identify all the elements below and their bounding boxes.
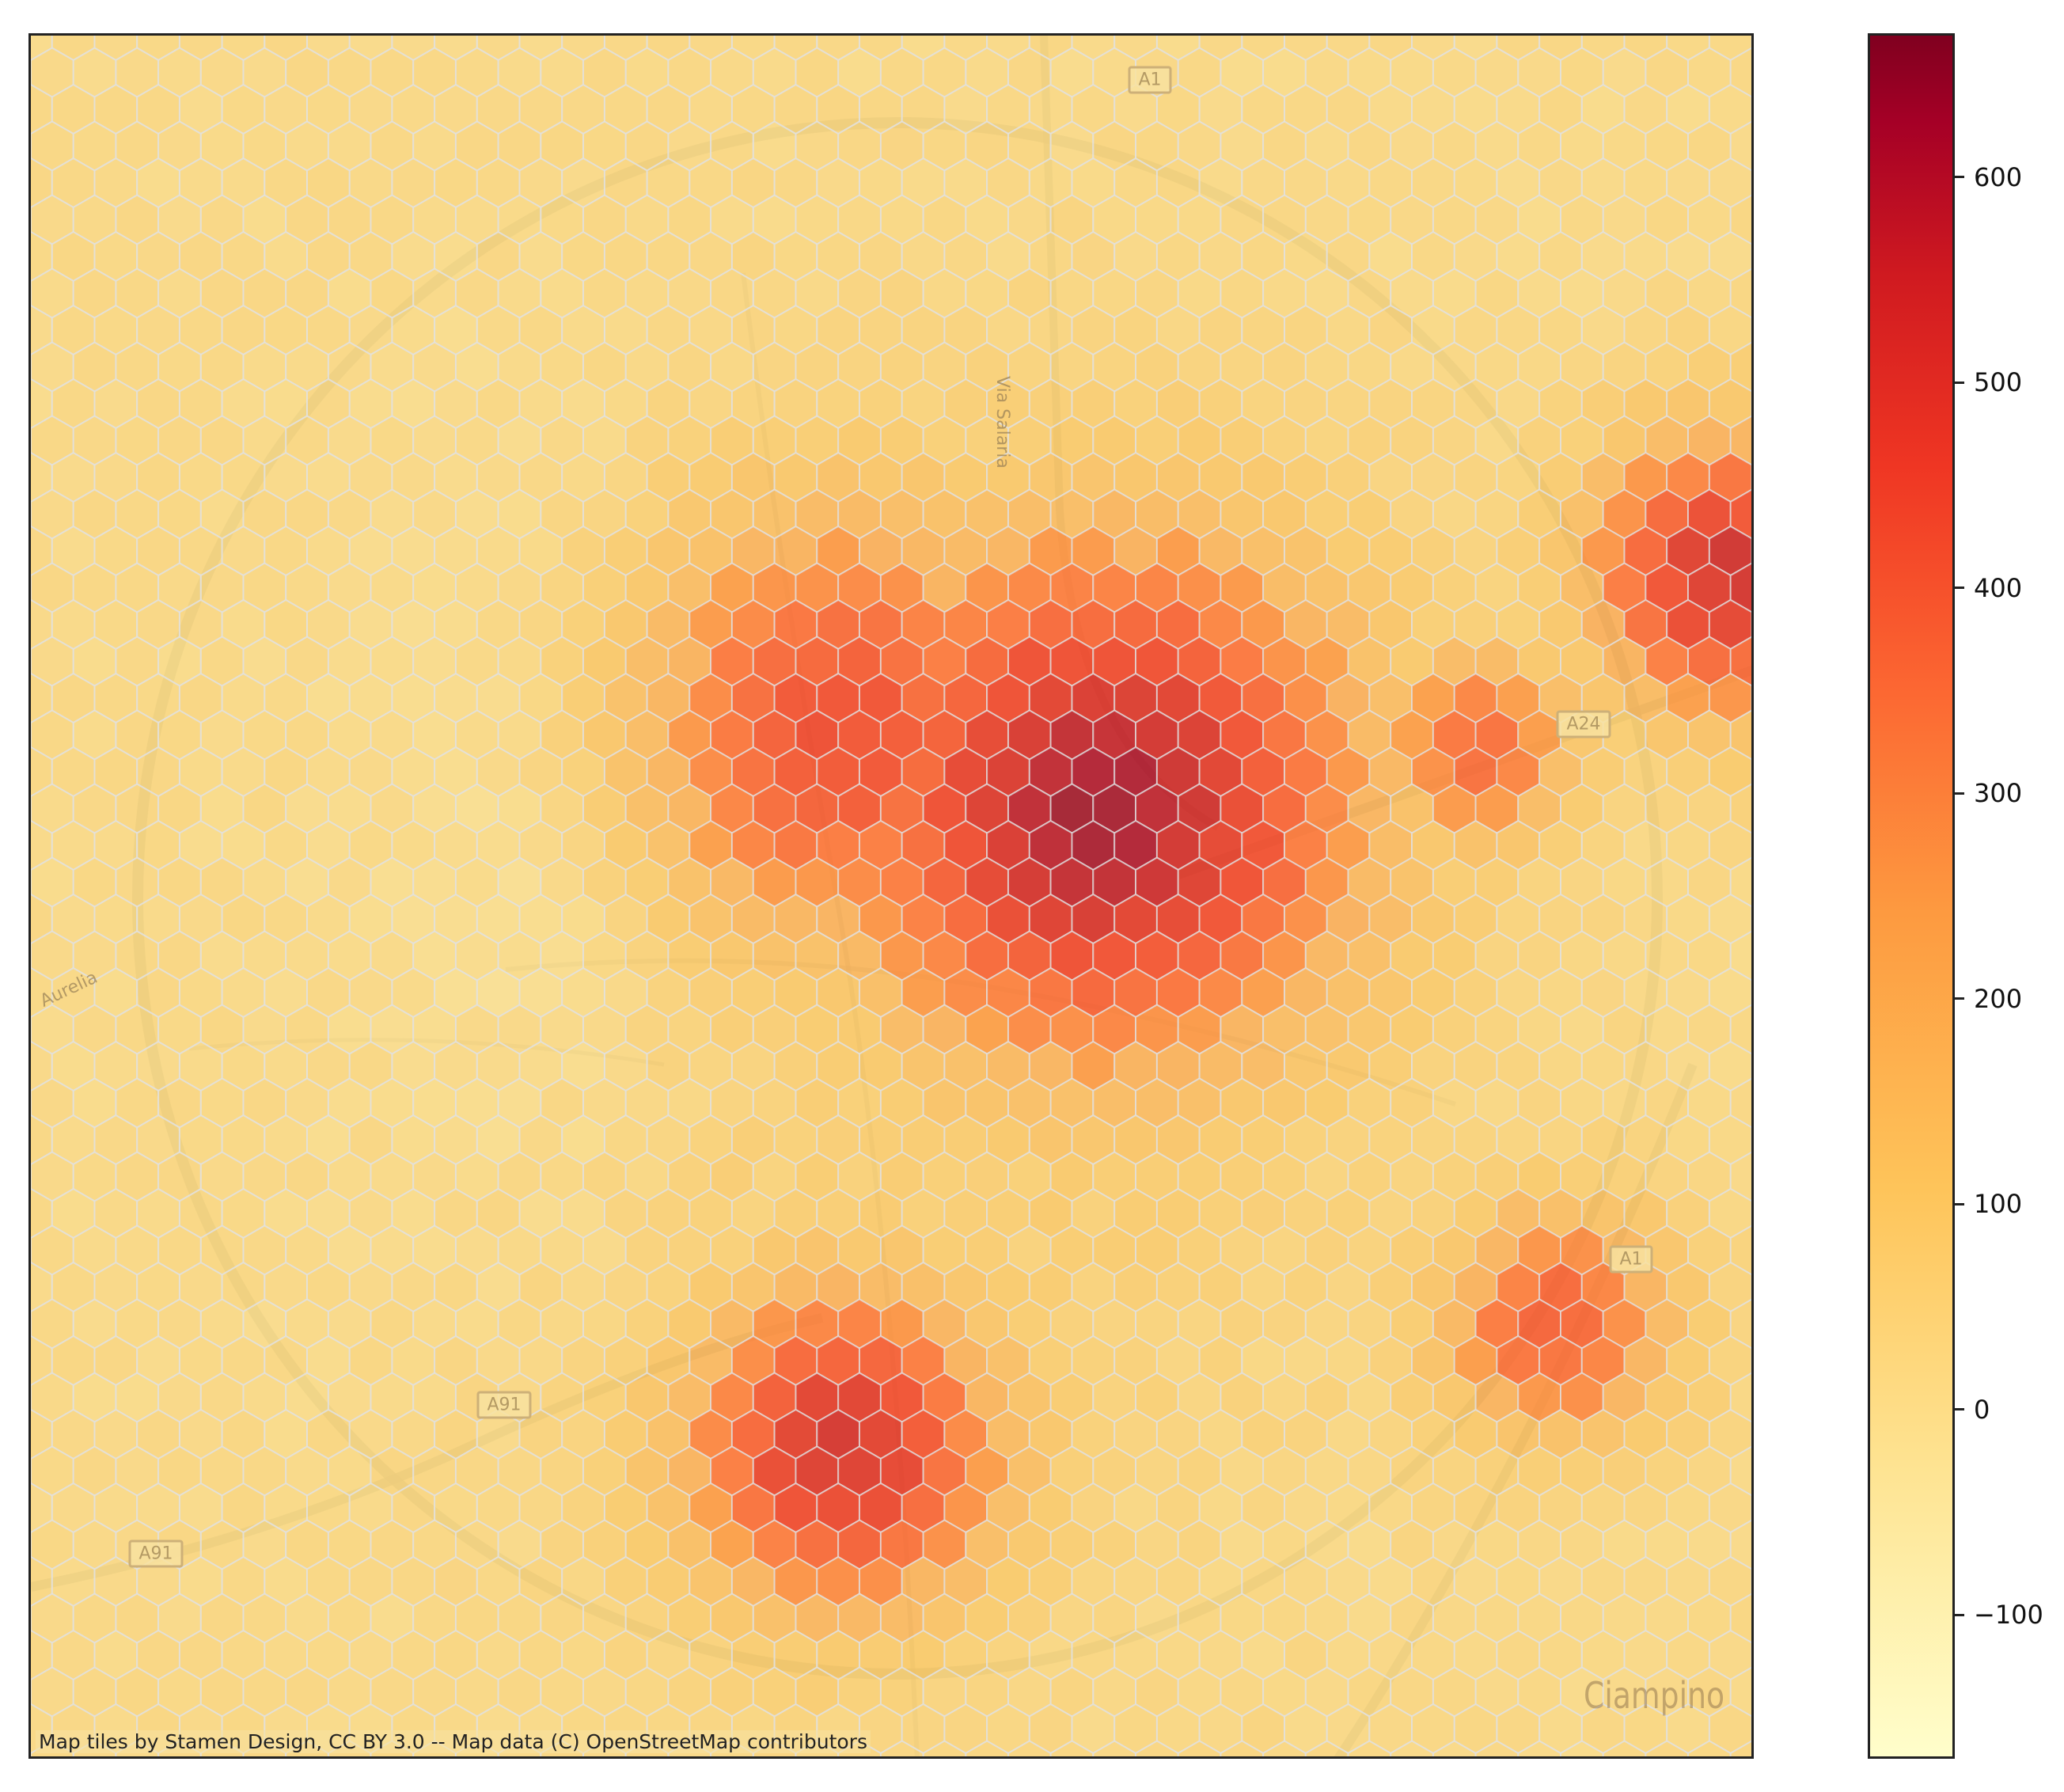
hex-cell	[1752, 747, 1754, 796]
hex-cell	[1220, 1740, 1265, 1756]
hex-cell	[1752, 1115, 1754, 1164]
hex-cell	[1752, 600, 1754, 649]
colorbar-tick-mark	[1955, 1408, 1964, 1411]
hex-cell	[1390, 1740, 1434, 1756]
hex-cell	[1474, 1740, 1520, 1756]
hex-cell	[1752, 1336, 1754, 1385]
hex-cell	[1517, 1740, 1561, 1756]
colorbar-tick-mark	[1955, 997, 1964, 1000]
hex-cell	[1752, 158, 1754, 207]
hexbin-map[interactable]	[31, 36, 1754, 1759]
map-panel[interactable]: A1 A24 A91 A91 A1 Via Salaria Aurelia Ci…	[28, 33, 1754, 1759]
hex-cell	[1560, 1740, 1604, 1756]
hex-cell	[1752, 1042, 1754, 1091]
hex-cell	[1645, 1740, 1689, 1756]
hex-cell	[1752, 968, 1754, 1017]
hex-cell	[879, 1740, 924, 1756]
hex-cell	[1752, 1410, 1754, 1459]
hex-cell	[1432, 1740, 1477, 1756]
hex-cell	[1752, 526, 1754, 575]
colorbar-tick-label: −100	[1974, 1600, 2043, 1631]
colorbar-tick-mark	[1955, 1202, 1964, 1205]
hex-cell	[1007, 1740, 1052, 1756]
road-label-a24: A24	[1556, 710, 1611, 738]
road-label-a91-centre: A91	[476, 1391, 532, 1419]
hex-cell	[1752, 1557, 1754, 1606]
hex-cell	[1347, 1740, 1392, 1756]
hex-cell	[965, 1740, 1009, 1756]
hex-cell	[1602, 1740, 1647, 1756]
colorbar	[1868, 33, 1955, 1759]
road-label-a1-north: A1	[1128, 66, 1172, 94]
road-label-a91-west: A91	[128, 1540, 184, 1568]
colorbar-tick-label: 200	[1974, 983, 2023, 1014]
hex-cell	[1177, 1740, 1222, 1756]
hex-cell	[1752, 453, 1754, 502]
hex-cell	[1687, 1740, 1732, 1756]
hex-cell	[1752, 1189, 1754, 1238]
hex-cell	[1752, 85, 1754, 134]
road-label-a1-south: A1	[1609, 1245, 1653, 1274]
hex-cell	[1092, 1740, 1136, 1756]
hex-cell	[1049, 1740, 1095, 1756]
colorbar-tick-label: 500	[1974, 367, 2023, 398]
street-label-via-salaria: Via Salaria	[992, 376, 1012, 469]
colorbar-tick-mark	[1955, 381, 1964, 384]
hex-cell	[1729, 1740, 1751, 1756]
colorbar-tick-label: 600	[1974, 161, 2023, 192]
hex-cell	[1752, 821, 1754, 870]
hex-cell	[1752, 1262, 1754, 1312]
colorbar-tick-mark	[1955, 792, 1964, 795]
colorbar-tick-mark	[1955, 587, 1964, 590]
colorbar-tick-mark	[1955, 176, 1964, 179]
hex-cell	[1752, 1704, 1754, 1753]
hex-cell	[1752, 36, 1754, 60]
colorbar-tick-label: 300	[1974, 778, 2023, 809]
hexbin-layer	[31, 36, 1754, 1756]
map-attribution: Map tiles by Stamen Design, CC BY 3.0 --…	[36, 1730, 871, 1753]
hex-cell	[1752, 1631, 1754, 1680]
colorbar-tick-label: 100	[1974, 1189, 2023, 1220]
hex-cell	[1752, 379, 1754, 428]
hex-cell	[1304, 1740, 1349, 1756]
colorbar-tick-mark	[1955, 1613, 1964, 1616]
hex-cell	[1752, 1483, 1754, 1532]
hex-cell	[1752, 232, 1754, 281]
hex-cell	[1752, 674, 1754, 723]
hex-cell	[1262, 1740, 1307, 1756]
colorbar-tick-label: 0	[1974, 1394, 1990, 1425]
colorbar-tick-label: 400	[1974, 572, 2023, 603]
hex-cell	[1752, 894, 1754, 943]
hex-cell	[922, 1740, 967, 1756]
hex-cell	[1752, 306, 1754, 355]
hex-cell	[1135, 1740, 1179, 1756]
place-label-ciampino: Ciampino	[1584, 1674, 1725, 1717]
